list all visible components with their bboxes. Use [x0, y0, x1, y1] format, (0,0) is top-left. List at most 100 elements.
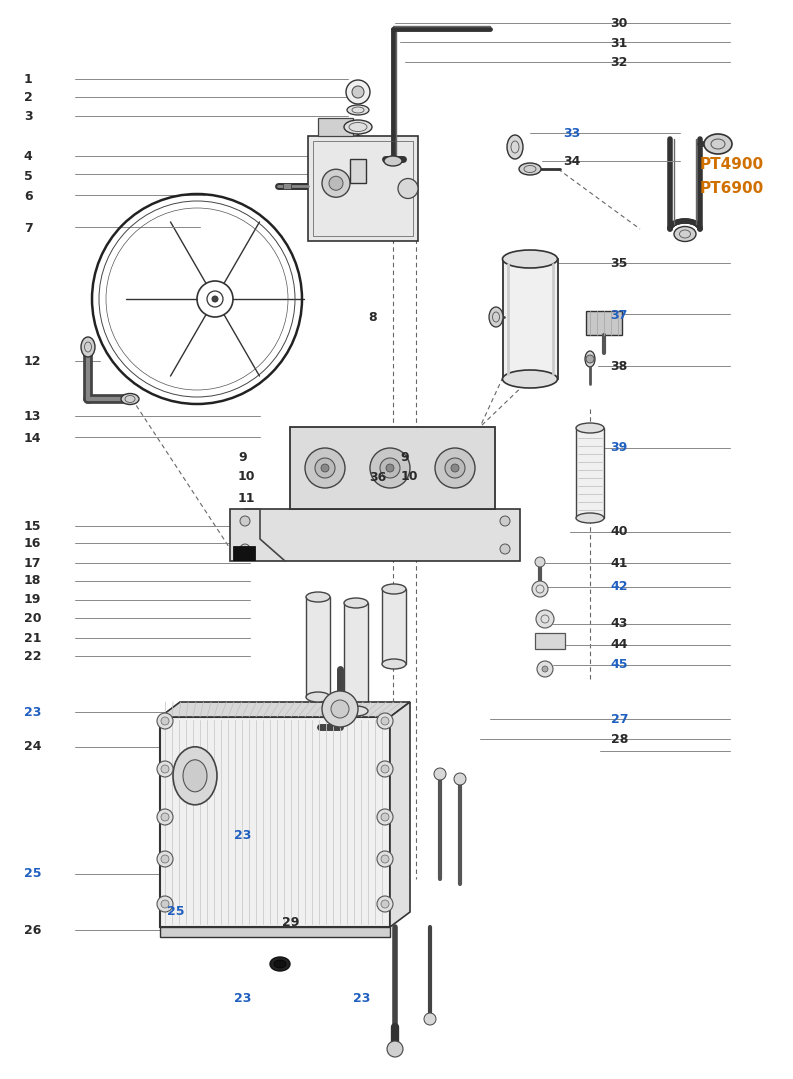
Text: 38: 38 — [611, 360, 628, 373]
Bar — [306, 597, 330, 697]
Text: 44: 44 — [611, 638, 628, 651]
Circle shape — [322, 169, 350, 197]
Text: 40: 40 — [611, 525, 628, 538]
Ellipse shape — [503, 250, 557, 268]
Ellipse shape — [384, 156, 402, 166]
Ellipse shape — [519, 163, 541, 175]
Circle shape — [380, 457, 400, 478]
Text: 23: 23 — [24, 706, 41, 719]
Text: 28: 28 — [611, 733, 628, 746]
Circle shape — [157, 713, 173, 729]
Text: 16: 16 — [24, 537, 41, 550]
Circle shape — [161, 855, 169, 863]
Ellipse shape — [81, 337, 95, 357]
Bar — [382, 589, 406, 664]
Text: 33: 33 — [563, 127, 580, 140]
Circle shape — [381, 855, 389, 863]
Circle shape — [451, 464, 459, 472]
Circle shape — [157, 851, 173, 868]
Ellipse shape — [382, 584, 406, 595]
Text: 21: 21 — [24, 632, 41, 645]
Circle shape — [445, 457, 465, 478]
Text: 13: 13 — [24, 410, 41, 423]
Circle shape — [352, 86, 364, 98]
Text: 17: 17 — [24, 557, 41, 570]
Ellipse shape — [173, 747, 217, 805]
Text: 4: 4 — [24, 150, 33, 163]
Circle shape — [435, 448, 475, 488]
Text: 12: 12 — [24, 355, 41, 368]
Ellipse shape — [585, 351, 595, 367]
Text: 7: 7 — [24, 222, 33, 235]
Text: 34: 34 — [563, 155, 580, 168]
Text: 9: 9 — [238, 451, 247, 464]
Ellipse shape — [576, 423, 604, 433]
Text: 9: 9 — [400, 451, 409, 464]
Bar — [308, 136, 418, 241]
Ellipse shape — [674, 227, 696, 242]
Circle shape — [377, 809, 393, 825]
Ellipse shape — [274, 960, 286, 968]
Bar — [344, 603, 368, 711]
Bar — [233, 546, 255, 560]
Circle shape — [424, 1013, 436, 1025]
Text: 27: 27 — [611, 713, 628, 726]
Text: 20: 20 — [24, 612, 41, 625]
Text: 39: 39 — [611, 441, 628, 454]
Text: 23: 23 — [234, 829, 251, 842]
Bar — [318, 118, 353, 136]
Circle shape — [370, 448, 410, 488]
Text: 32: 32 — [611, 56, 628, 69]
Text: 31: 31 — [611, 37, 628, 50]
Circle shape — [381, 718, 389, 725]
Polygon shape — [390, 702, 410, 927]
Text: 30: 30 — [611, 17, 628, 30]
Ellipse shape — [183, 760, 207, 792]
Text: 22: 22 — [24, 650, 41, 663]
Text: 8: 8 — [369, 311, 377, 324]
Text: 1: 1 — [24, 73, 33, 86]
Circle shape — [535, 557, 545, 566]
Circle shape — [212, 296, 218, 302]
Text: 35: 35 — [611, 257, 628, 270]
Ellipse shape — [344, 598, 368, 607]
Ellipse shape — [344, 120, 372, 134]
Text: 6: 6 — [24, 190, 33, 203]
Circle shape — [161, 765, 169, 773]
Bar — [283, 183, 291, 190]
Text: 42: 42 — [611, 581, 628, 593]
Bar — [290, 427, 495, 509]
Text: 41: 41 — [611, 557, 628, 570]
Circle shape — [157, 809, 173, 825]
Text: 15: 15 — [24, 520, 41, 533]
Text: 23: 23 — [234, 992, 251, 1005]
Circle shape — [315, 457, 335, 478]
Text: 10: 10 — [400, 470, 418, 483]
Text: 2: 2 — [24, 91, 33, 104]
Bar — [503, 259, 557, 379]
Circle shape — [161, 718, 169, 725]
Circle shape — [387, 1041, 403, 1057]
Circle shape — [542, 666, 548, 672]
Circle shape — [381, 900, 389, 909]
Text: PT4900: PT4900 — [699, 156, 764, 172]
Circle shape — [454, 773, 466, 786]
Circle shape — [500, 516, 510, 525]
Ellipse shape — [306, 592, 330, 602]
Text: 25: 25 — [167, 905, 184, 918]
Bar — [586, 311, 622, 334]
Ellipse shape — [503, 370, 557, 388]
Circle shape — [346, 80, 370, 104]
Circle shape — [398, 178, 418, 199]
Circle shape — [586, 355, 594, 363]
Text: 14: 14 — [24, 432, 41, 445]
Circle shape — [381, 765, 389, 773]
Circle shape — [381, 812, 389, 821]
Text: 18: 18 — [24, 574, 41, 587]
Circle shape — [536, 610, 554, 628]
Ellipse shape — [489, 308, 503, 327]
Circle shape — [157, 896, 173, 912]
Circle shape — [434, 768, 446, 780]
Ellipse shape — [270, 957, 290, 971]
Circle shape — [537, 661, 553, 677]
